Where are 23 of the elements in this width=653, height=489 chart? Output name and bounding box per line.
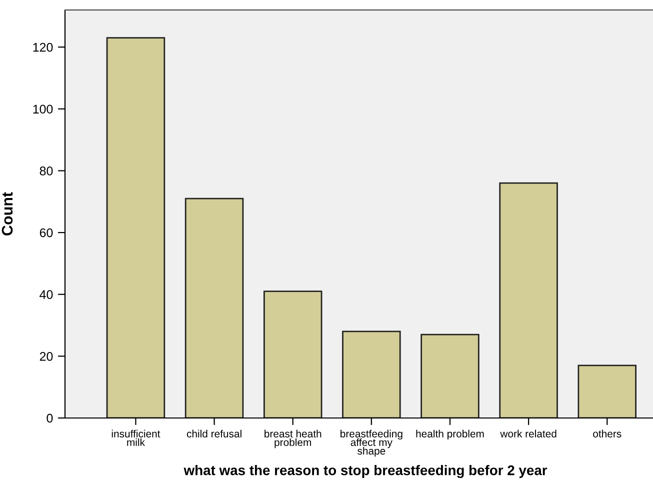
- x-tick-label: insufficient milk: [112, 430, 160, 446]
- bar: [342, 330, 401, 418]
- bar: [420, 334, 480, 418]
- y-tick-label: 20: [40, 352, 53, 361]
- y-tick-label: 120: [33, 42, 53, 52]
- y-tick-label: 80: [40, 166, 53, 176]
- y-tick-label: 0: [46, 414, 53, 423]
- y-axis-title: Count: [2, 192, 13, 236]
- x-tick-label: others: [593, 430, 622, 438]
- y-tick-label: 40: [40, 290, 53, 300]
- bar: [499, 182, 558, 418]
- x-tick-label: work related: [500, 430, 556, 438]
- x-tick-label: health problem: [416, 430, 484, 440]
- bar: [184, 198, 244, 418]
- y-tick-label: 60: [40, 228, 53, 238]
- x-tick-label: breast heath problem: [264, 430, 322, 448]
- y-tick-label: 100: [33, 104, 53, 114]
- bar: [263, 290, 322, 418]
- bar: [578, 364, 637, 418]
- x-tick-label: breastfeeding affect my shape: [340, 430, 402, 457]
- x-axis-title: what was the reason to stop breastfeeding befor 2 year: [184, 465, 548, 478]
- bar: [106, 37, 166, 418]
- x-tick-label: child refusal: [186, 430, 242, 438]
